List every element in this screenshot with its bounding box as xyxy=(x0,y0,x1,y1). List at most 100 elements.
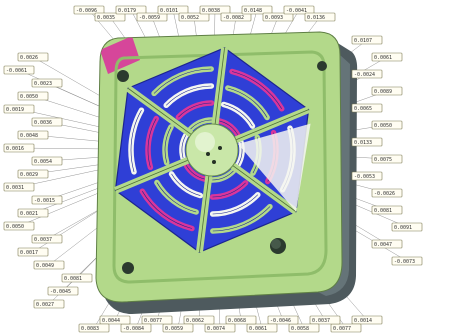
deviation-callout[interactable]: -0.0024 xyxy=(351,69,383,79)
deviation-callout[interactable]: 0.0061 xyxy=(246,323,278,333)
callout-box xyxy=(31,156,63,166)
callout-box xyxy=(391,222,423,232)
hub-bolt-icon xyxy=(206,152,210,156)
deviation-callout[interactable]: -0.0059 xyxy=(136,12,168,22)
callout-box xyxy=(61,273,93,283)
callout-box xyxy=(3,221,35,231)
callout-box xyxy=(162,323,194,333)
deviation-callout[interactable]: 0.0029 xyxy=(17,169,49,179)
deviation-callout[interactable]: 0.0050 xyxy=(17,91,49,101)
deviation-callout[interactable]: 0.0061 xyxy=(371,52,403,62)
callout-box xyxy=(262,12,294,22)
deviation-callout[interactable]: -0.0046 xyxy=(267,315,299,325)
deviation-callout[interactable]: 0.0026 xyxy=(17,52,49,62)
callout-value: 0.0059 xyxy=(165,326,183,332)
callout-box xyxy=(246,323,278,333)
deviation-callout[interactable]: 0.0019 xyxy=(3,104,35,114)
deviation-callout[interactable]: -0.0026 xyxy=(371,188,403,198)
deviation-callout[interactable]: 0.0059 xyxy=(162,323,194,333)
callout-value: -0.0015 xyxy=(34,198,55,204)
deviation-callout[interactable]: -0.0041 xyxy=(283,5,315,15)
deviation-callout[interactable]: 0.0091 xyxy=(391,222,423,232)
deviation-callout[interactable]: 0.0037 xyxy=(309,315,341,325)
deviation-callout[interactable]: 0.0050 xyxy=(3,221,35,231)
deviation-callout[interactable]: 0.0044 xyxy=(99,315,131,325)
deviation-callout[interactable]: 0.0074 xyxy=(204,323,236,333)
callout-box xyxy=(225,315,257,325)
callout-value: 0.0014 xyxy=(354,318,372,324)
callout-value: 0.0091 xyxy=(394,225,412,231)
callout-box xyxy=(309,315,341,325)
deviation-callout[interactable]: 0.0050 xyxy=(371,120,403,130)
slot-edge xyxy=(231,71,282,109)
deviation-callout[interactable]: 0.0083 xyxy=(78,323,110,333)
callout-box xyxy=(220,12,252,22)
deviation-callout[interactable]: 0.0047 xyxy=(371,239,403,249)
deviation-callout[interactable]: 0.0031 xyxy=(3,182,35,192)
web-edge xyxy=(115,159,191,191)
deviation-callout[interactable]: 0.0101 xyxy=(157,5,189,15)
deviation-callout[interactable]: 0.0038 xyxy=(199,5,231,15)
callout-value: 0.0058 xyxy=(291,326,309,332)
deviation-callout[interactable]: 0.0089 xyxy=(371,86,403,96)
deviation-callout[interactable]: 0.0023 xyxy=(31,78,63,88)
callout-value: 0.0081 xyxy=(374,208,392,214)
deviation-callout[interactable]: 0.0049 xyxy=(33,260,65,270)
deviation-callout[interactable]: 0.0017 xyxy=(17,247,49,257)
deviation-callout[interactable]: -0.0073 xyxy=(391,256,423,266)
deviation-callout[interactable]: 0.0016 xyxy=(3,143,35,153)
deviation-callout[interactable]: -0.0053 xyxy=(351,171,383,181)
deviation-callout[interactable]: 0.0021 xyxy=(17,208,49,218)
deviation-callout[interactable]: -0.0084 xyxy=(120,323,152,333)
deviation-callout[interactable]: -0.0096 xyxy=(73,5,105,15)
callout-box xyxy=(33,299,65,309)
deviation-callout[interactable]: 0.0054 xyxy=(31,156,63,166)
deviation-callout[interactable]: 0.0075 xyxy=(371,154,403,164)
deviation-callout[interactable]: 0.0148 xyxy=(241,5,273,15)
deviation-callout[interactable]: 0.0014 xyxy=(351,315,383,325)
callout-value: 0.0101 xyxy=(160,8,178,14)
deviation-callout[interactable]: -0.0082 xyxy=(220,12,252,22)
deviation-callout[interactable]: 0.0107 xyxy=(351,35,383,45)
callout-box xyxy=(371,52,403,62)
slot-edge xyxy=(212,170,234,181)
deviation-callout[interactable]: 0.0062 xyxy=(183,315,215,325)
deviation-callout[interactable]: 0.0068 xyxy=(225,315,257,325)
callout-box xyxy=(47,286,79,296)
deviation-callout[interactable]: 0.0179 xyxy=(115,5,147,15)
deviation-callout[interactable]: 0.0027 xyxy=(33,299,65,309)
deviation-callout[interactable]: 0.0036 xyxy=(31,117,63,127)
deviation-callout[interactable]: 0.0081 xyxy=(371,205,403,215)
deviation-callout[interactable]: 0.0081 xyxy=(61,273,93,283)
deviation-callout[interactable]: 0.0065 xyxy=(351,103,383,113)
deviation-callout[interactable]: -0.0045 xyxy=(47,286,79,296)
callout-value: 0.0037 xyxy=(312,318,330,324)
deviation-callout[interactable]: 0.0093 xyxy=(262,12,294,22)
slot-edge xyxy=(227,87,268,118)
callout-box xyxy=(17,169,49,179)
deviation-callout[interactable]: 0.0077 xyxy=(141,315,173,325)
callout-box xyxy=(351,171,383,181)
hub-highlight xyxy=(195,132,215,152)
deviation-callout[interactable]: -0.0015 xyxy=(31,195,63,205)
callout-box xyxy=(371,154,403,164)
slot-edge xyxy=(147,118,157,168)
deviation-callout[interactable]: 0.0136 xyxy=(304,12,336,22)
deviation-callout[interactable]: 0.0133 xyxy=(351,137,383,147)
deviation-callout[interactable]: 0.0048 xyxy=(17,130,49,140)
callout-box xyxy=(31,195,63,205)
deviation-callout[interactable]: 0.0077 xyxy=(330,323,362,333)
deviation-callout[interactable]: 0.0037 xyxy=(31,234,63,244)
callout-box xyxy=(31,234,63,244)
callout-value: 0.0075 xyxy=(374,157,392,163)
callout-value: -0.0026 xyxy=(374,191,395,197)
deviation-callout[interactable]: -0.0061 xyxy=(3,65,35,75)
deviation-callout[interactable]: 0.0052 xyxy=(178,12,210,22)
deviation-callout[interactable]: 0.0035 xyxy=(94,12,126,22)
callout-box xyxy=(141,315,173,325)
deviation-callout[interactable]: 0.0058 xyxy=(288,323,320,333)
callout-value: 0.0023 xyxy=(34,81,52,87)
callout-value: 0.0019 xyxy=(6,107,24,113)
slot-edge xyxy=(153,68,212,94)
